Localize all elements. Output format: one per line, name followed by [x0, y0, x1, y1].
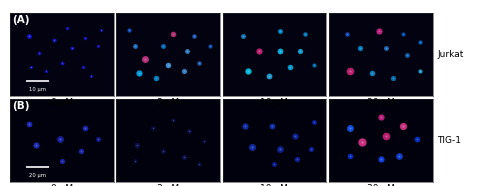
Text: 0 μM: 0 μM: [51, 98, 73, 107]
Text: 30 μM: 30 μM: [366, 98, 394, 107]
Text: 30 μM: 30 μM: [366, 184, 394, 186]
Text: 3 μM: 3 μM: [157, 98, 179, 107]
Text: 10 μM: 10 μM: [260, 184, 288, 186]
Text: (B): (B): [12, 101, 30, 111]
Text: 20 μm: 20 μm: [29, 173, 46, 178]
Text: 3 μM: 3 μM: [157, 184, 179, 186]
Text: 10 μm: 10 μm: [29, 87, 46, 92]
Text: TIG-1: TIG-1: [438, 136, 462, 145]
Text: (A): (A): [12, 15, 30, 25]
Text: 10 μM: 10 μM: [260, 98, 288, 107]
Text: 0 μM: 0 μM: [51, 184, 73, 186]
Text: Jurkat: Jurkat: [438, 50, 464, 59]
